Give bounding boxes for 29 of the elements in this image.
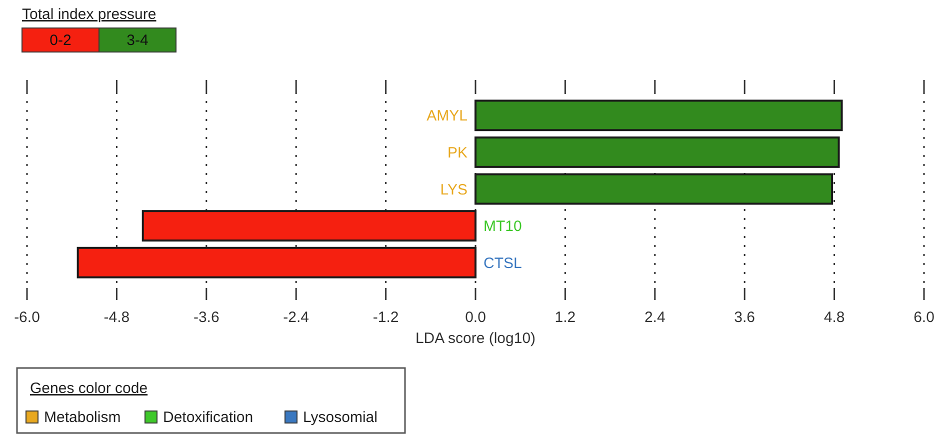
- x-tick-label: -1.2: [372, 309, 399, 326]
- text: Genes color code: [30, 380, 148, 397]
- bar: [474, 173, 834, 205]
- x-tick-label: -6.0: [14, 309, 40, 326]
- x-tick-label: -2.4: [283, 309, 310, 326]
- x-axis-title: LDA score (log10): [415, 330, 536, 347]
- x-tick-label: 6.0: [914, 309, 934, 326]
- text: 3-4: [126, 32, 148, 49]
- bar: [474, 136, 840, 168]
- y-tick-label: CTSL: [484, 254, 522, 272]
- category-label: Lysosomial: [303, 409, 378, 426]
- y-tick-label: AMYL: [426, 108, 468, 125]
- y-tick-label: PK: [447, 144, 468, 162]
- bar: [142, 210, 476, 242]
- bar: [76, 246, 476, 278]
- x-tick-label: 4.8: [824, 309, 845, 326]
- bar: [474, 100, 843, 132]
- category-label: Metabolism: [44, 409, 121, 426]
- text: 0-2: [50, 32, 72, 49]
- x-tick-label: -4.8: [104, 309, 130, 326]
- y-tick-label: MT10: [484, 218, 522, 236]
- x-tick-label: 0.0: [465, 309, 486, 326]
- y-tick-label: LYS: [440, 181, 468, 198]
- category-label: Detoxification: [163, 409, 254, 426]
- legend-title: Total index pressure: [22, 6, 156, 23]
- x-tick-label: 2.4: [644, 309, 666, 326]
- x-tick-label: 1.2: [554, 309, 576, 326]
- x-tick-label: 3.6: [734, 309, 756, 326]
- x-tick-label: -3.6: [193, 309, 220, 326]
